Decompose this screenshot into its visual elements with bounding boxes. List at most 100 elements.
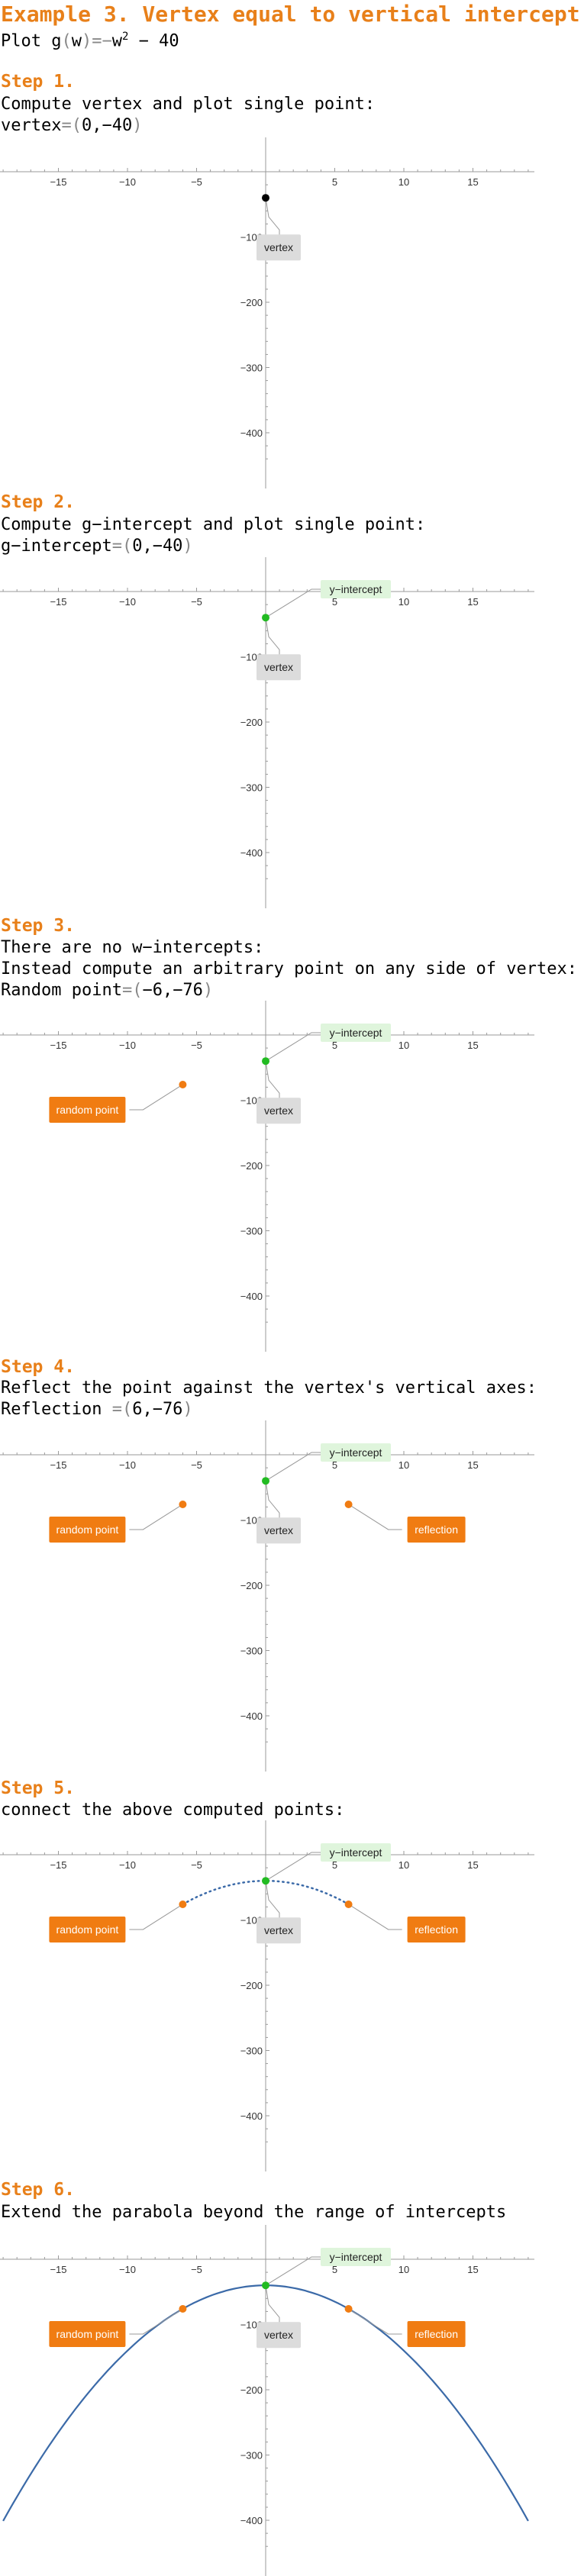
y-tick-label: −300 <box>240 2450 263 2462</box>
x-tick-label: 10 <box>398 1040 409 1051</box>
y-tick-label: −400 <box>240 2515 263 2526</box>
y-tick-label: −200 <box>240 2384 263 2396</box>
x-tick-label: 5 <box>332 2264 337 2275</box>
vertex-label-text: vertex <box>264 241 293 253</box>
random-point-label-text: random point <box>56 1923 119 1936</box>
reflection-marker <box>344 1500 353 1508</box>
random-point-label-box <box>49 2320 126 2347</box>
vertex-leader <box>265 198 280 238</box>
vertex-leader <box>265 1061 280 1101</box>
step-3-chart: −15 −10 −5 5 10 15−100−200−300−400y−intercept… <box>0 1001 534 1352</box>
random-point-leader <box>129 1904 183 1930</box>
y-tick-label: −300 <box>240 363 263 374</box>
x-tick-label: 15 <box>467 2264 478 2275</box>
vertex-marker <box>262 2281 269 2290</box>
x-tick-label: −5 <box>191 1040 202 1051</box>
random-point-label-box <box>49 1096 126 1123</box>
reflection-marker <box>344 1900 353 1908</box>
vertex-marker <box>262 1477 269 1485</box>
reflection-label-text: reflection <box>415 1923 458 1936</box>
y-intercept-leader <box>265 2256 321 2286</box>
y-intercept-label-box <box>321 1843 391 1862</box>
vertex-leader <box>265 617 280 658</box>
x-tick-label: −15 <box>50 176 66 188</box>
y-intercept-label-text: y−intercept <box>330 1446 382 1459</box>
vertex-label-text: vertex <box>264 1524 293 1536</box>
step-3-random-result: Random point=(−6,−76) <box>1 981 214 1000</box>
reflection-leader <box>348 1904 402 1930</box>
x-tick-label: 15 <box>467 176 478 188</box>
random-point-marker <box>179 1900 187 1908</box>
reflection-label-text: reflection <box>415 1523 458 1536</box>
vertex-label-box <box>257 654 301 681</box>
vertex-label-text: vertex <box>264 1104 293 1117</box>
step-5-chart: −15 −10 −5 5 10 15−100−200−300−400y−intercept… <box>0 1820 534 2171</box>
x-tick-label: 10 <box>398 2264 409 2275</box>
x-tick-label: 15 <box>467 596 478 608</box>
reflection-label-box <box>407 1516 466 1543</box>
y-tick-label: −400 <box>240 847 263 859</box>
x-tick-label: 5 <box>332 176 337 188</box>
reflection-label-text: reflection <box>415 2328 458 2340</box>
x-tick-label: 15 <box>467 1859 478 1871</box>
vertex-marker <box>262 1057 269 1066</box>
random-point-marker <box>179 1500 187 1508</box>
x-tick-label: −15 <box>50 1459 66 1471</box>
x-tick-label: −15 <box>50 596 66 608</box>
reflection-leader <box>348 2308 402 2335</box>
y-intercept-label-box <box>321 580 391 598</box>
y-tick-label: −200 <box>240 1980 263 1991</box>
random-point-label-box <box>49 1916 126 1942</box>
plot-statement: Plot g(w)=−w2 − 40 <box>1 31 179 51</box>
vertex-marker <box>262 194 269 202</box>
step-6-heading: Step 6. <box>1 2180 75 2200</box>
y-intercept-label-text: y−intercept <box>330 1846 382 1859</box>
step-3-line-2: Instead compute an arbitrary point on an… <box>1 959 577 978</box>
random-point-leader <box>129 1084 183 1111</box>
step-2-chart: −15 −10 −5 5 10 15−100−200−300−400y−intercept… <box>0 557 534 908</box>
y-intercept-leader <box>265 588 321 618</box>
y-tick-label: −300 <box>240 782 263 794</box>
reflection-leader <box>348 1504 402 1530</box>
vertex-label-box <box>257 234 301 261</box>
y-tick-label: −200 <box>240 1580 263 1591</box>
step-2-heading: Step 2. <box>1 492 75 512</box>
step-3-line-1: There are no w−intercepts: <box>1 938 264 957</box>
step-3-heading: Step 3. <box>1 916 75 936</box>
vertex-marker <box>262 1877 269 1885</box>
x-tick-label: −10 <box>119 1040 136 1051</box>
x-tick-label: −10 <box>119 596 136 608</box>
step-4-reflection-result: Reflection =(6,−76) <box>1 1400 193 1419</box>
vertex-label-box <box>257 1517 301 1544</box>
y-intercept-label-box <box>321 1443 391 1462</box>
vertex-leader <box>265 1481 280 1521</box>
step-1-line-1: Compute vertex and plot single point: <box>1 95 376 114</box>
y-intercept-leader <box>265 1452 321 1481</box>
y-intercept-label-text: y−intercept <box>330 1027 382 1039</box>
y-tick-label: −300 <box>240 1226 263 1237</box>
x-tick-label: −10 <box>119 176 136 188</box>
x-tick-label: −15 <box>50 2264 66 2275</box>
vertex-label-box <box>257 1098 301 1124</box>
y-tick-label: −300 <box>240 1646 263 1657</box>
vertex-label-box <box>257 1917 301 1944</box>
y-intercept-label-text: y−intercept <box>330 2251 382 2263</box>
vertex-marker <box>262 614 269 622</box>
y-intercept-label-box <box>321 1024 391 1042</box>
x-tick-label: −5 <box>191 596 202 608</box>
step-5-line-1: connect the above computed points: <box>1 1801 345 1820</box>
step-4-line-1: Reflect the point against the vertex's v… <box>1 1378 537 1398</box>
y-tick-label: −400 <box>240 427 263 439</box>
x-tick-label: −5 <box>191 2264 202 2275</box>
vertex-leader <box>265 2285 280 2326</box>
random-point-label-text: random point <box>56 1104 119 1116</box>
step-6-chart: −15 −10 −5 5 10 15−100−200−300−400y−intercept… <box>0 2225 534 2576</box>
random-point-label-text: random point <box>56 1523 119 1536</box>
random-point-label-text: random point <box>56 2328 119 2340</box>
x-tick-label: −10 <box>119 2264 136 2275</box>
random-point-label-box <box>49 1516 126 1543</box>
x-tick-label: 5 <box>332 1459 337 1471</box>
step-4-heading: Step 4. <box>1 1357 75 1377</box>
vertex-leader <box>265 1881 280 1921</box>
